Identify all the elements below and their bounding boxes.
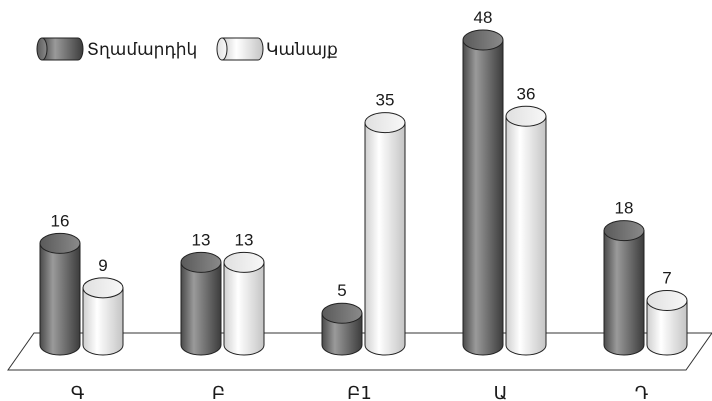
bar-women-1-top (223, 251, 265, 273)
category-label-1: Բ (212, 383, 225, 401)
category-labels: Գ Բ Բ1 Ա Դ (71, 383, 649, 401)
legend-swatch-women (216, 37, 264, 61)
data-label-women-2: 35 (376, 91, 395, 110)
legend-item-women: Կանայք (216, 37, 338, 61)
legend-swatch-end (216, 37, 228, 61)
bar-women-0 (82, 277, 124, 356)
category-label-3: Ա (494, 383, 508, 401)
data-label-women-4: 7 (662, 269, 671, 288)
data-label-men-3: 48 (474, 8, 493, 27)
legend-swatch-end (36, 37, 48, 61)
bar-men-1-body (180, 261, 222, 356)
bar-men-0-top (39, 232, 81, 254)
bar-women-3-body (505, 115, 547, 356)
bar-women-2-top (364, 112, 406, 134)
bar-men-2-top (321, 302, 363, 324)
legend-swatch-body (41, 37, 84, 61)
data-label-women-0: 9 (98, 256, 107, 275)
data-label-men-1: 13 (192, 230, 211, 249)
bar-men-3-top (462, 29, 504, 51)
data-label-women-3: 36 (517, 84, 536, 103)
legend-label-men: Տղամարդիկ (87, 40, 197, 60)
legend: Տղամարդիկ Կանայք (36, 37, 338, 61)
bar-men-3-body (462, 39, 504, 356)
bar-men-2 (321, 302, 363, 356)
bar-women-0-body (82, 287, 124, 356)
bar-women-3-top (505, 105, 547, 127)
data-label-men-2: 5 (337, 281, 346, 300)
bar-women-4-top (646, 290, 688, 312)
bar-women-4-body (646, 300, 688, 356)
bar-women-3 (505, 105, 547, 356)
bar-men-4-body (603, 230, 645, 356)
category-label-2: Բ1 (347, 383, 372, 401)
legend-item-men: Տղամարդիկ (36, 37, 197, 61)
bar-women-2 (364, 112, 406, 356)
bar-men-1 (180, 251, 222, 356)
data-label-women-1: 13 (235, 230, 254, 249)
data-label-men-4: 18 (615, 199, 634, 218)
bar-women-4 (646, 290, 688, 356)
bar-women-1 (223, 251, 265, 356)
bar-men-3 (462, 29, 504, 356)
bar-women-2-body (364, 122, 406, 356)
bar-men-0 (39, 232, 81, 356)
bars: 16 9 13 13 5 35 48 36 18 7 (39, 8, 688, 356)
bar-men-4 (603, 220, 645, 356)
legend-swatch-men (36, 37, 84, 61)
data-label-men-0: 16 (51, 211, 70, 230)
bar-men-4-top (603, 220, 645, 242)
bar-men-0-body (39, 242, 81, 356)
category-label-0: Գ (71, 383, 85, 401)
bar-women-0-top (82, 277, 124, 299)
category-label-4: Դ (635, 383, 649, 401)
bar-men-1-top (180, 251, 222, 273)
legend-swatch-body (221, 37, 264, 61)
legend-label-women: Կանայք (266, 40, 338, 60)
bar-men-2-body (321, 312, 363, 356)
bar-women-1-body (223, 261, 265, 356)
